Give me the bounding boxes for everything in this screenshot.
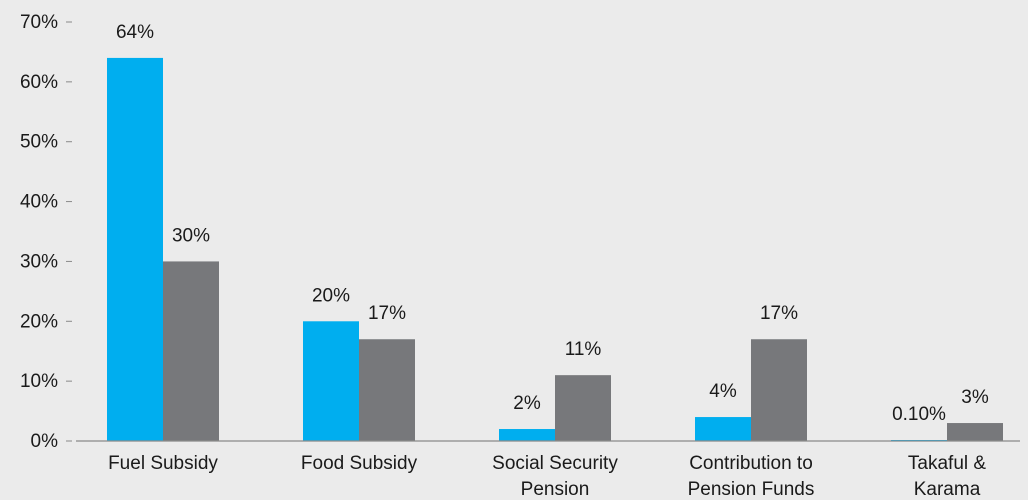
x-category-label: Contribution to Pension Funds (688, 453, 815, 500)
x-category-label: Food Subsidy (301, 453, 418, 474)
y-tick-label: 60% (20, 72, 58, 93)
data-label: 4% (709, 381, 737, 402)
data-label: 0.10% (892, 404, 946, 425)
bar-series-1 (303, 321, 359, 441)
data-label: 2% (513, 393, 541, 414)
x-category-label: Fuel Subsidy (108, 453, 218, 474)
y-tick-label: 50% (20, 132, 58, 153)
x-category-label-line: Contribution to (689, 453, 813, 474)
x-category-label-line: Food Subsidy (301, 453, 418, 474)
bar-series-1 (499, 429, 555, 441)
bars (107, 57, 1003, 442)
data-label: 17% (760, 303, 798, 324)
x-category-label: Takaful & Karama (908, 453, 986, 500)
data-label: 30% (172, 225, 210, 246)
bar-series-1 (695, 417, 751, 441)
data-labels: 64% 20% 2% 4% 0.10% 30% 17% 11% 17% 3% (116, 22, 989, 425)
x-category-label-line: Social Security (492, 453, 618, 474)
y-tick-label: 40% (20, 192, 58, 213)
y-tick-label: 0% (31, 431, 59, 452)
data-label: 20% (312, 285, 350, 306)
y-tick-label: 10% (20, 371, 58, 392)
x-category-label-line: Fuel Subsidy (108, 453, 218, 474)
x-category-label-line: Pension Funds (688, 479, 815, 500)
y-tick-label: 70% (20, 12, 58, 33)
bar-series-2 (751, 339, 807, 441)
bar-series-2 (163, 261, 219, 441)
x-category-label: Social Security Pension (492, 453, 618, 500)
x-category-label-line: Karama (914, 479, 981, 500)
bar-series-2 (555, 375, 611, 441)
bar-series-1 (107, 57, 163, 442)
y-tick-label: 20% (20, 311, 58, 332)
data-label: 17% (368, 303, 406, 324)
bar-series-2 (947, 423, 1003, 441)
data-label: 3% (961, 387, 989, 408)
data-label: 64% (116, 22, 154, 43)
x-axis: Fuel Subsidy Food Subsidy Social Security P… (76, 440, 1020, 500)
data-label: 11% (565, 339, 602, 360)
y-axis: 0% 10% 20% 30% 40% 50% 60% 70% (20, 12, 72, 452)
x-category-label-line: Takaful & (908, 453, 986, 474)
bar-series-2 (359, 339, 415, 441)
y-tick-label: 30% (20, 251, 58, 272)
x-category-label-line: Pension (521, 479, 590, 500)
